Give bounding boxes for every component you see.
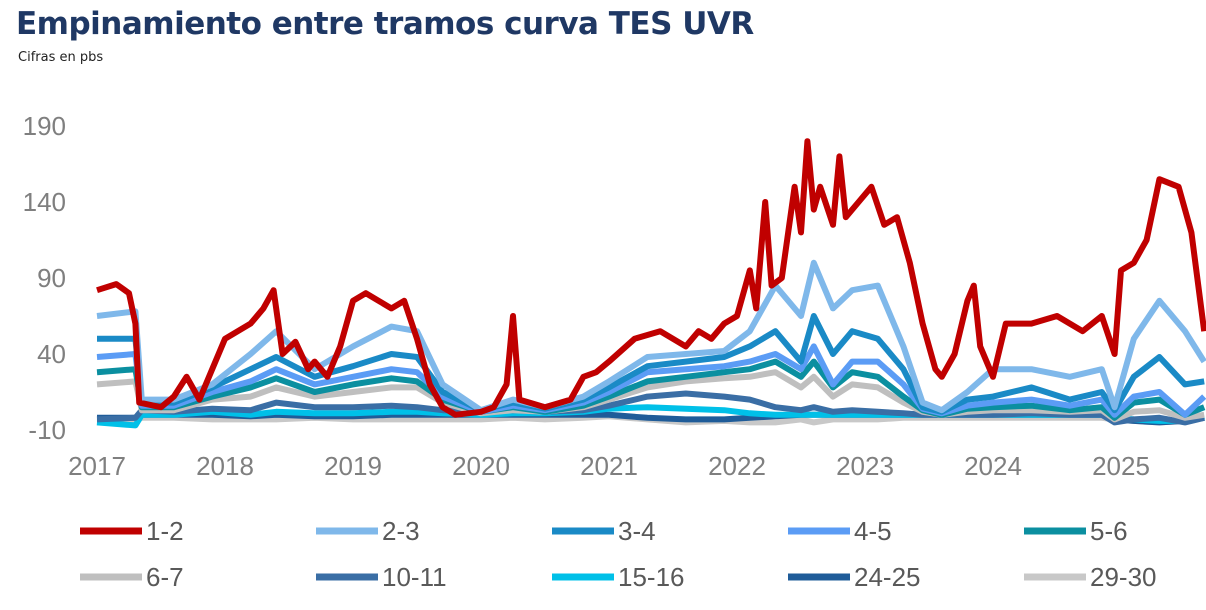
x-tick-label: 2022 [708,451,766,481]
x-tick-label: 2025 [1092,451,1150,481]
legend-item-5-6: 5-6 [1024,516,1128,546]
legend-item-15-16: 15-16 [552,562,685,592]
x-tick-label: 2023 [836,451,894,481]
legend-label: 29-30 [1090,562,1157,592]
chart-subtitle: Cifras en pbs [18,50,104,65]
x-tick-label: 2018 [196,451,254,481]
legend-label: 1-2 [146,516,184,546]
series-line-2-3 [96,259,1206,414]
legend-label: 5-6 [1090,516,1128,546]
series-line-10-11 [96,390,1205,426]
legend-item-2-3: 2-3 [316,516,420,546]
x-tick-label: 2024 [964,451,1022,481]
y-tick-label: 90 [37,263,66,293]
legend-label: 24-25 [854,562,921,592]
series-line-3-4 [97,313,1205,415]
legend-label: 4-5 [854,516,892,546]
x-tick-label: 2020 [452,451,510,481]
x-tick-label: 2021 [580,451,638,481]
legend-item-6-7: 6-7 [80,562,184,592]
x-tick-label: 2019 [324,451,382,481]
legend-item-1-2: 1-2 [80,516,184,546]
series-line-1-2 [96,138,1206,418]
legend-item-10-11: 10-11 [316,562,447,592]
y-tick-label: -10 [28,415,66,445]
legend-item-3-4: 3-4 [552,516,656,546]
chart-title: Empinamiento entre tramos curva TES UVR [16,6,754,42]
x-tick-label: 2017 [68,451,126,481]
y-tick-label: 140 [23,187,66,217]
legend-item-4-5: 4-5 [788,516,892,546]
y-tick-label: 40 [37,339,66,369]
series-line-6-7 [96,369,1205,423]
legend-item-24-25: 24-25 [788,562,921,592]
series-line-4-5 [96,343,1206,418]
legend-item-29-30: 29-30 [1024,562,1157,592]
legend-label: 3-4 [618,516,656,546]
legend-label: 6-7 [146,562,184,592]
legend-label: 2-3 [382,516,420,546]
legend-label: 15-16 [618,562,685,592]
y-tick-label: 190 [23,111,66,141]
legend-label: 10-11 [382,562,447,592]
series-line-5-6 [96,358,1206,421]
